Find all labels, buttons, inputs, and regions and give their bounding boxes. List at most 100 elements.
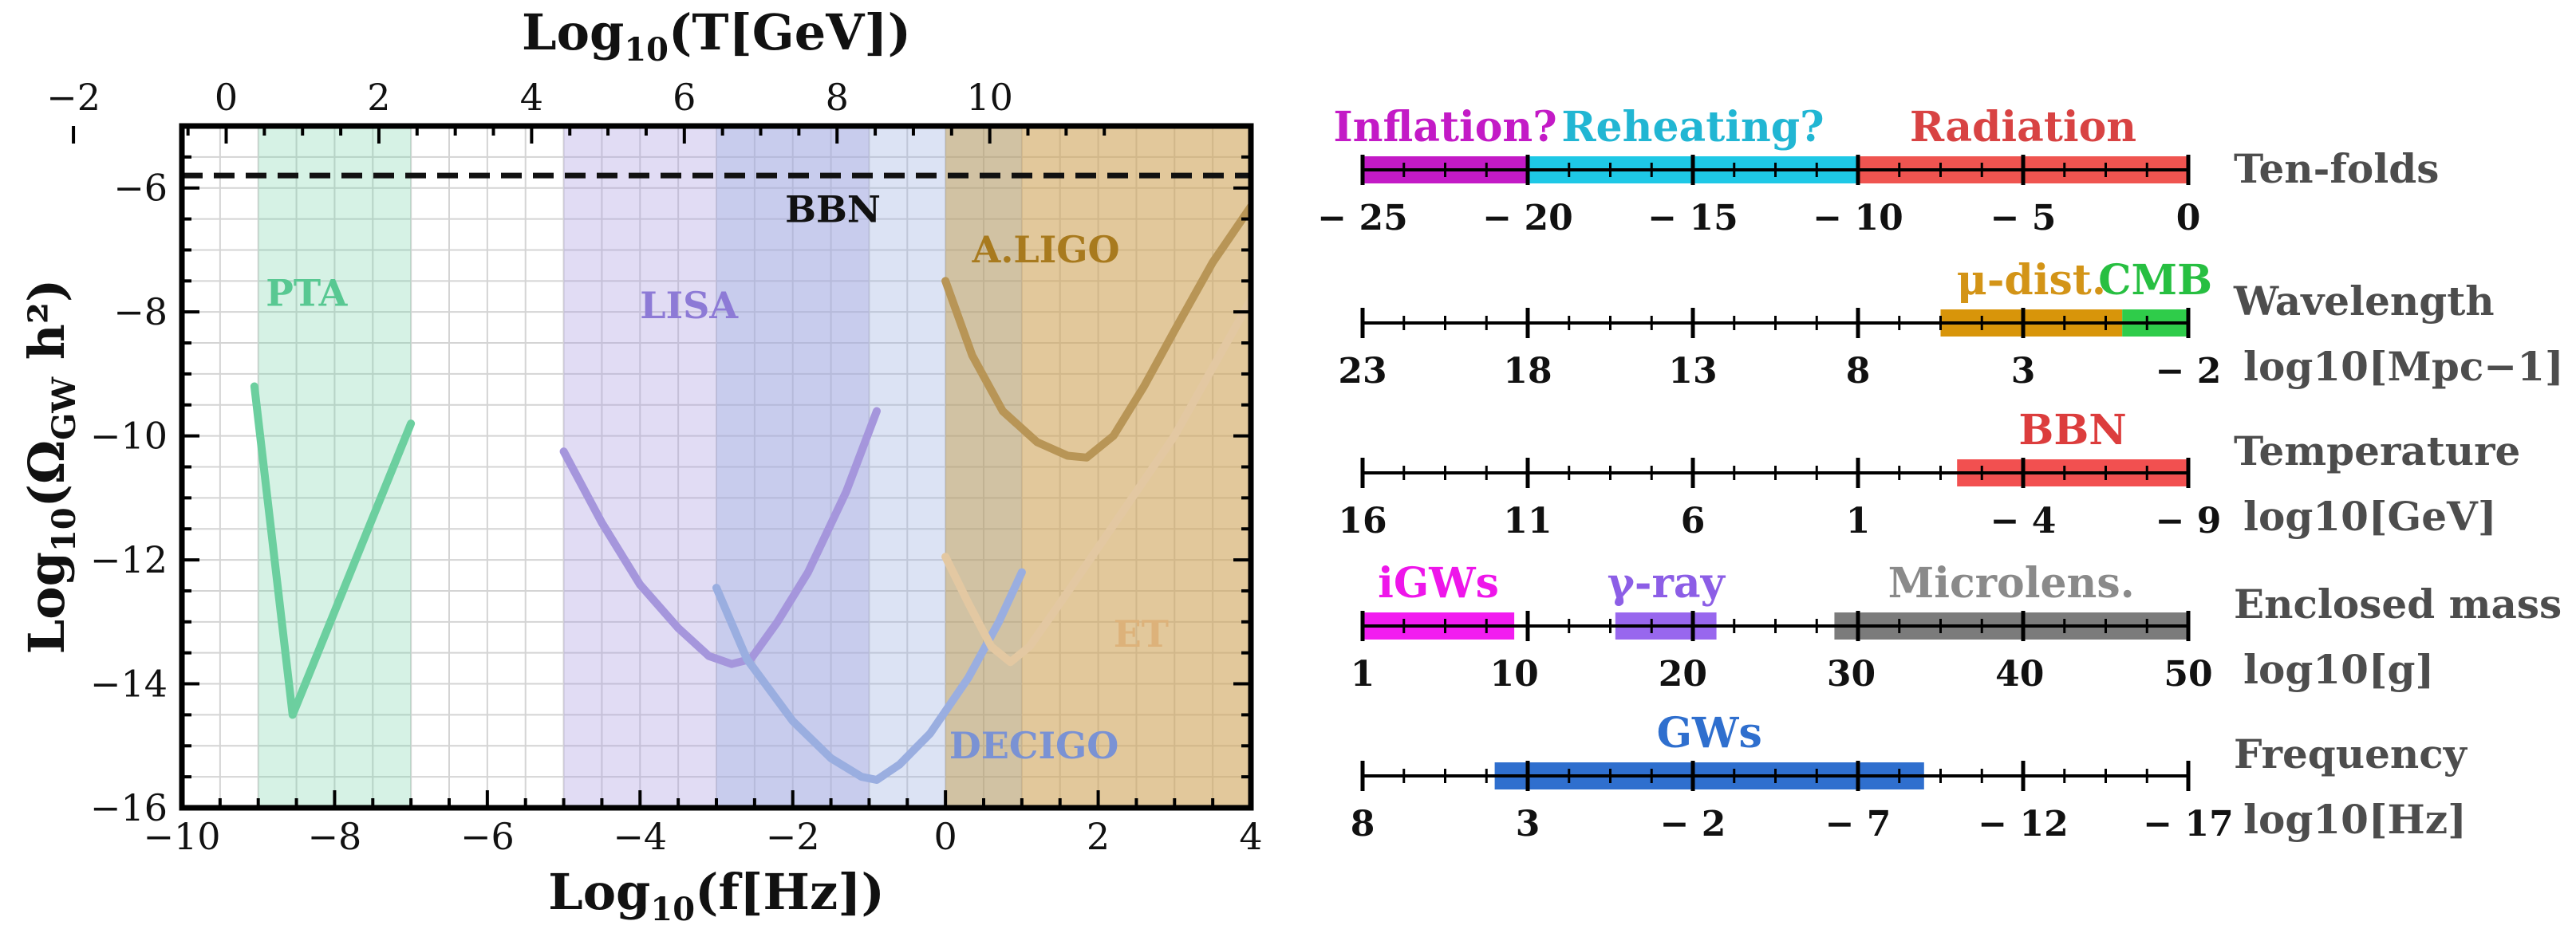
timeline-tick-label: 13 <box>1668 351 1717 392</box>
x-tick-label: 0 <box>934 815 957 858</box>
timeline-tick-label: 23 <box>1338 351 1387 392</box>
band-label-igws: iGWs <box>1378 559 1499 608</box>
band-label-bbn: BBN <box>2018 406 2126 455</box>
timeline-tick-label: − 5 <box>1990 198 2057 238</box>
top-tick-label: 4 <box>520 76 543 119</box>
decigo-band <box>716 126 1022 808</box>
timeline-tick-label: − 2 <box>1660 804 1726 844</box>
sensitivity-curves <box>250 203 1251 784</box>
y-tick-label: −8 <box>113 290 168 333</box>
timeline-unit: log10[GeV] <box>2243 493 2497 540</box>
label-decigo: DECIGO <box>949 724 1118 767</box>
et-curve <box>941 295 1251 667</box>
cosmology-timelines: Inflation? Reheating? Radiation − 25 − 20 − 1… <box>1317 103 2563 844</box>
timeline-tick-label: 10 <box>1489 654 1538 695</box>
timeline-tick-label: 8 <box>1351 804 1375 844</box>
detector-bands <box>258 126 1251 808</box>
top-axis-title: Log10(T[GeV]) <box>522 3 911 69</box>
label-et: ET <box>1114 612 1169 655</box>
timeline-tick-label: − 10 <box>1813 198 1903 238</box>
x-tick-label: −6 <box>460 815 515 858</box>
timeline-unit: log10[Hz] <box>2243 796 2467 843</box>
timeline-name: Ten-folds <box>2234 145 2439 192</box>
timeline-temperature: BBN 16 11 6 1 − 4 − 9 Temperature log10[GeV] <box>1338 406 2520 541</box>
timeline-tick-label: − 17 <box>2143 804 2233 844</box>
y-tick-label: −14 <box>90 663 168 706</box>
top-tick-label: 2 <box>367 76 390 119</box>
timeline-unit: log10[g] <box>2243 646 2434 693</box>
x-tick-label: −10 <box>143 815 220 858</box>
label-a-ligo: A.LIGO <box>972 228 1120 271</box>
decigo-curve <box>712 568 1026 784</box>
band-label-dist: μ-dist. <box>1957 256 2106 305</box>
y-tick-label: −16 <box>90 786 168 829</box>
timeline-ten-folds: Inflation? Reheating? Radiation − 25 − 20 − 1… <box>1317 103 2439 238</box>
timeline-tick-label: − 4 <box>1990 501 2057 541</box>
timeline-tick-label: − 15 <box>1647 198 1738 238</box>
band-label-gws: GWs <box>1657 709 1762 758</box>
timeline-tick-label: − 20 <box>1482 198 1572 238</box>
band-label-ray: γ-ray <box>1608 559 1726 608</box>
timeline-tick-label: 3 <box>1516 804 1540 844</box>
lisa-curve <box>559 407 881 668</box>
x-axis-title: Log10(f[Hz]) <box>548 863 885 928</box>
timeline-tick-label: 6 <box>1681 501 1706 541</box>
timeline-name: Enclosed mass <box>2234 581 2562 628</box>
aligo-band <box>945 126 1251 808</box>
timeline-tick-label: − 12 <box>1978 804 2068 844</box>
timeline-tick-label: 40 <box>1995 654 2044 695</box>
timeline-unit: log10[Mpc−1] <box>2243 343 2564 390</box>
grid <box>181 125 1252 809</box>
timeline-tick-label: 11 <box>1503 501 1552 541</box>
band-label-inflation: Inflation? <box>1333 103 1556 152</box>
timeline-tick-label: − 9 <box>2156 501 2222 541</box>
top-tick-label: 6 <box>673 76 696 119</box>
timeline-tick-label: 3 <box>2011 351 2036 392</box>
pta-band <box>258 126 412 808</box>
y-tick-label: −12 <box>90 538 168 581</box>
et-band <box>1021 126 1251 808</box>
lisa-band <box>563 126 870 808</box>
timeline-wavelength: μ-dist.CMB 23 18 13 8 3 − 2 Wavelength log10[Mpc… <box>1338 256 2563 392</box>
label-pta: PTA <box>266 271 348 314</box>
top-tick-label: −2 <box>46 76 101 119</box>
timeline-enclosed-mass: iGWs γ-ray Microlens. 1 10 20 30 40 50 Enclosed m… <box>1351 559 2562 695</box>
top-tick-label: 0 <box>215 76 238 119</box>
band-label-cmb: CMB <box>2098 256 2212 305</box>
label-lisa: LISA <box>640 284 739 327</box>
timeline-name: Wavelength <box>2233 278 2495 325</box>
timeline-tick-label: 20 <box>1659 654 1707 695</box>
timeline-name: Frequency <box>2234 730 2468 778</box>
timeline-tick-label: 1 <box>1351 654 1375 695</box>
timeline-tick-label: 8 <box>1846 351 1871 392</box>
y-axis-title: Log10(ΩGW h²) <box>18 279 83 655</box>
y-tick-label: −10 <box>90 415 168 458</box>
x-tick-label: 4 <box>1239 815 1262 858</box>
y-tick-label: −6 <box>113 167 168 210</box>
top-tick-label: 10 <box>966 76 1013 119</box>
timeline-tick-label: 1 <box>1846 501 1871 541</box>
axis-ticks: −10 −8 −6 −4 −2 0 2 4 −16 −14 −12 −10 −8 −6 −2 0 2 4 6 8 10 <box>46 76 1262 858</box>
x-tick-label: 2 <box>1087 815 1110 858</box>
timeline-tick-label: 18 <box>1503 351 1552 392</box>
x-tick-label: −8 <box>308 815 362 858</box>
a-ligo-curve <box>941 203 1251 462</box>
top-tick-label: 8 <box>826 76 849 119</box>
timeline-tick-label: 30 <box>1827 654 1876 695</box>
timeline-tick-label: − 7 <box>1825 804 1892 844</box>
timeline-tick-label: − 2 <box>2156 351 2222 392</box>
band-label-radiation: Radiation <box>1910 103 2136 152</box>
label-bbn: BBN <box>785 187 881 230</box>
pta-curve <box>250 382 416 719</box>
band-label-reheating: Reheating? <box>1561 103 1824 152</box>
timeline-tick-label: 50 <box>2164 654 2212 695</box>
timeline-tick-label: 16 <box>1338 501 1387 541</box>
timeline-tick-label: − 25 <box>1317 198 1407 238</box>
x-tick-label: −4 <box>613 815 667 858</box>
curve-labels: PTA LISA A.LIGO ET DECIGO BBN <box>266 187 1169 766</box>
x-tick-label: −2 <box>766 815 820 858</box>
timeline-name: Temperature <box>2234 427 2520 474</box>
